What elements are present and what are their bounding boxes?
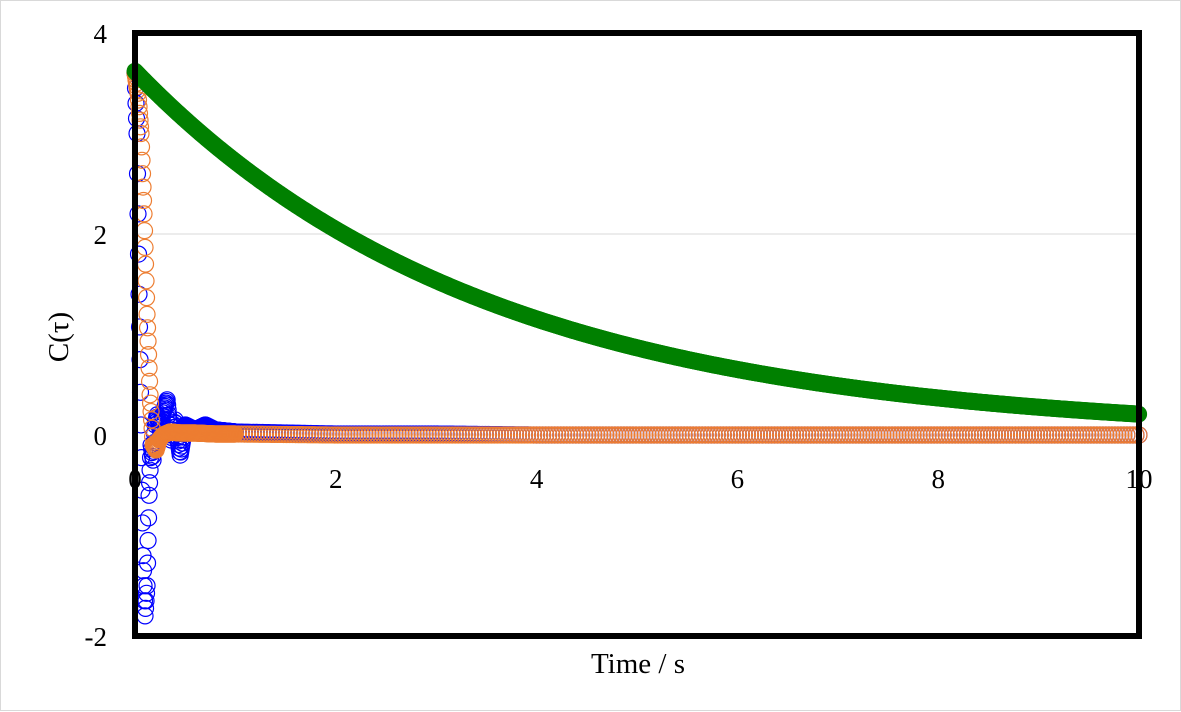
series-2-point	[129, 91, 148, 109]
series-1-point	[130, 285, 148, 303]
series-2-point	[138, 319, 157, 337]
series-2-point	[139, 332, 157, 350]
x-tick-label: 4	[530, 464, 544, 494]
x-tick-label: 6	[731, 464, 745, 494]
series-3	[126, 62, 1148, 423]
series-2-point	[139, 346, 158, 364]
x-tick-label: 0	[128, 464, 142, 494]
series-1-point	[137, 592, 155, 610]
y-tick-label: 2	[94, 220, 108, 250]
series-2-point	[142, 402, 160, 421]
series-1-point	[138, 554, 157, 572]
x-tick-label: 8	[931, 464, 945, 494]
series-2-point	[137, 289, 156, 307]
series-2-point	[142, 411, 161, 429]
series-2-point	[141, 394, 160, 412]
series-1-point	[159, 396, 177, 414]
x-tick-label: 10	[1126, 464, 1153, 494]
y-tick-label: 0	[94, 421, 108, 451]
series-2-point	[136, 238, 154, 256]
series-1-point	[158, 391, 176, 409]
series-2-point	[135, 222, 154, 240]
plot-frame-layer	[132, 30, 1142, 639]
series-1-point	[139, 531, 157, 550]
series-2-point	[137, 272, 155, 290]
series-1-point	[138, 577, 156, 595]
series-1-point	[140, 486, 158, 504]
y-axis-title: C(τ)	[43, 312, 75, 362]
plot-frame	[132, 30, 1142, 639]
y-tick-label: -2	[85, 622, 108, 652]
series-2-point	[130, 104, 149, 123]
series-2-point	[130, 98, 148, 116]
series-2	[126, 64, 1148, 459]
series-2-point	[140, 359, 158, 377]
series-1-point	[137, 584, 156, 602]
y-tick-label: 4	[94, 19, 108, 49]
x-tick-label: 2	[329, 464, 343, 494]
x-axis-title: Time / s	[591, 648, 685, 680]
series-1-point	[139, 509, 158, 527]
series-2-point	[138, 305, 156, 323]
series-1-point	[141, 461, 159, 479]
series-2-point	[141, 386, 159, 404]
series-layer	[126, 62, 1148, 625]
series-2-point	[140, 372, 159, 390]
series-1-point	[129, 245, 148, 263]
series-1-point	[140, 474, 159, 492]
tick-label-layer: 0 2 4 6 8 10 -2 0 2 4	[85, 19, 1153, 652]
series-1-point	[130, 318, 149, 336]
